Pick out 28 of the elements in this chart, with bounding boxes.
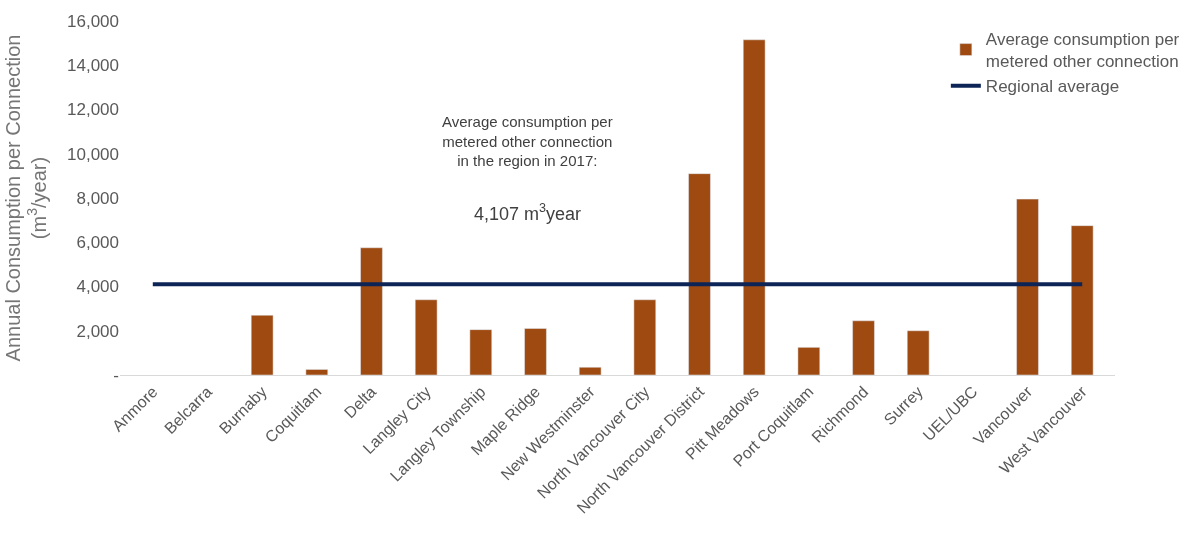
y-tick-label: - (113, 365, 119, 385)
bar (1016, 198, 1039, 375)
bar (633, 299, 657, 375)
bar (1071, 225, 1094, 375)
bar (360, 247, 383, 375)
y-tick-label: 6,000 (76, 233, 119, 253)
y-tick-label: 16,000 (67, 11, 119, 31)
bar (688, 173, 711, 375)
bar (524, 328, 547, 375)
annotation: 4,107 m$^{3}$year (474, 201, 582, 224)
bar (907, 330, 930, 375)
y-tick-label: 2,000 (76, 321, 119, 341)
legend-label: Average consumption per metered other connection (985, 30, 1180, 72)
bar (797, 347, 821, 375)
bar (578, 367, 602, 375)
y-tick-label: 12,000 (67, 100, 119, 120)
bar (742, 39, 766, 375)
bar (469, 329, 493, 375)
bar (250, 315, 274, 375)
y-tick-label: 4,000 (76, 277, 119, 297)
bar (414, 299, 438, 375)
bar (305, 369, 328, 375)
annotation: Average consumption per metered other connection in the region in 2017: (442, 113, 613, 169)
y-tick-label: 10,000 (67, 144, 119, 164)
legend-label: Regional average (985, 77, 1120, 97)
y-tick-label: 14,000 (67, 56, 119, 76)
bar (852, 320, 875, 375)
y-tick-label: 8,000 (76, 188, 119, 208)
